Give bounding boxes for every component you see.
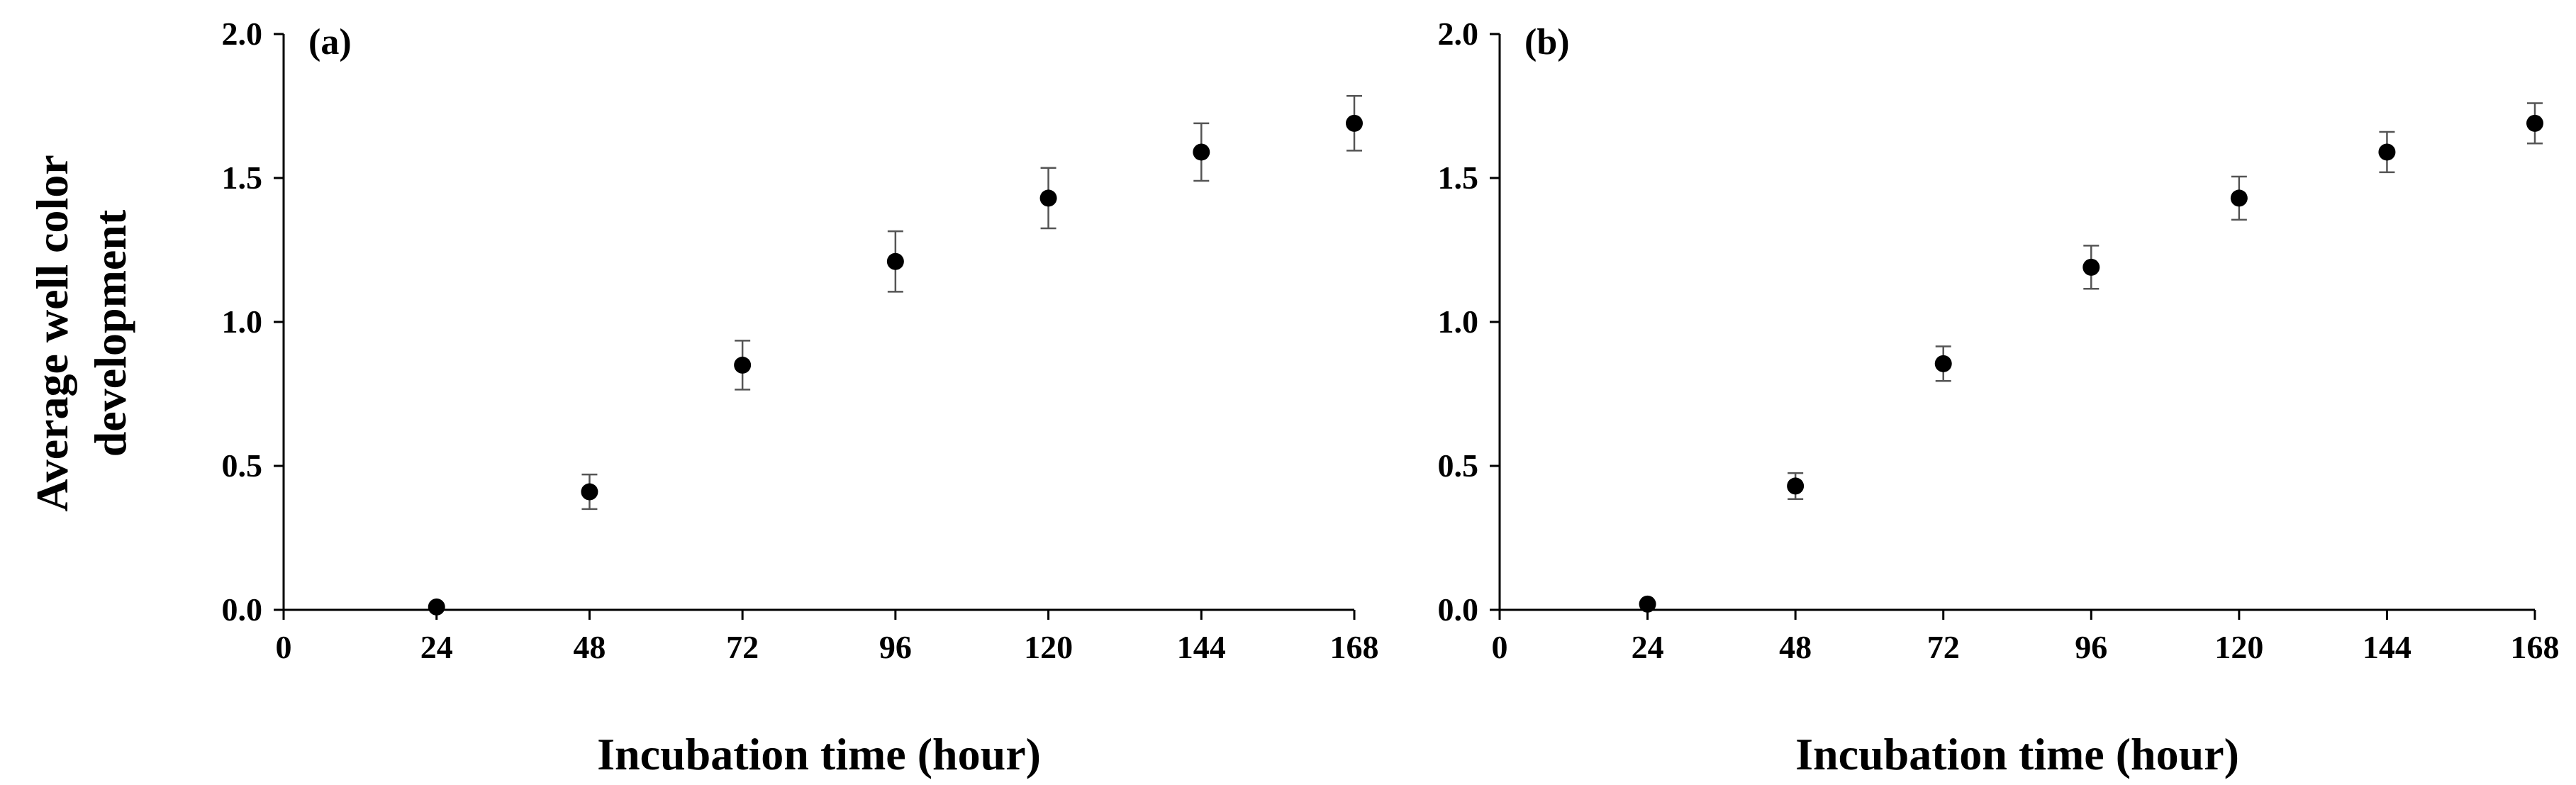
y-axis-title-line2: development [85, 209, 135, 457]
x-tick-label: 168 [1330, 629, 1379, 665]
y-tick-label: 1.5 [1438, 160, 1479, 196]
data-point [581, 483, 598, 501]
x-tick-label: 24 [1632, 629, 1664, 665]
y-tick-label: 1.0 [1438, 304, 1479, 340]
x-tick-label: 48 [573, 629, 606, 665]
data-point [2230, 189, 2248, 207]
y-tick-label: 0.5 [1438, 447, 1479, 484]
y-axis-title-line1: Average well color [27, 155, 77, 511]
y-tick-label: 2.0 [222, 16, 263, 52]
data-point [886, 252, 904, 270]
y-tick-label: 0.0 [1438, 591, 1479, 628]
x-tick-label: 24 [420, 629, 453, 665]
panel-label: (b) [1524, 22, 1570, 62]
x-tick-label: 0 [276, 629, 292, 665]
data-point [1934, 355, 1952, 372]
data-point [1193, 143, 1210, 161]
data-point [428, 598, 445, 616]
x-tick-label: 120 [2214, 629, 2263, 665]
data-point [1346, 114, 1363, 132]
y-tick-label: 1.0 [222, 304, 263, 340]
x-tick-label: 144 [2363, 629, 2411, 665]
data-point [1787, 477, 1805, 495]
y-tick-label: 1.5 [222, 160, 263, 196]
panel-b: 0.0 0.5 1.0 1.5 2.0 0 24 48 72 96 120 144 168 (b) Incu… [1438, 16, 2560, 779]
data-point [1639, 595, 1656, 613]
x-tick-label: 96 [879, 629, 912, 665]
panel-a: 0.0 0.5 1.0 1.5 2.0 0 24 48 72 96 120 144 168 (a) Incu… [222, 16, 1379, 779]
y-tick-label: 0.5 [222, 447, 263, 484]
data-point [1039, 189, 1057, 207]
data-point [2378, 143, 2396, 161]
x-tick-label: 72 [1927, 629, 1960, 665]
data-point [734, 356, 752, 374]
data-point [2526, 114, 2543, 132]
x-tick-label: 96 [2075, 629, 2107, 665]
x-axis-title: Incubation time (hour) [1795, 729, 2239, 779]
y-axis-title: Average well color development [27, 155, 135, 511]
x-tick-label: 72 [726, 629, 759, 665]
x-axis-title: Incubation time (hour) [597, 729, 1041, 779]
x-tick-label: 120 [1024, 629, 1073, 665]
data-point [2082, 258, 2100, 276]
y-tick-label: 0.0 [222, 591, 263, 628]
x-tick-label: 144 [1177, 629, 1226, 665]
x-tick-label: 0 [1492, 629, 1508, 665]
x-tick-label: 48 [1779, 629, 1812, 665]
panel-label: (a) [308, 22, 352, 62]
y-tick-label: 2.0 [1438, 16, 1479, 52]
x-tick-label: 168 [2511, 629, 2560, 665]
